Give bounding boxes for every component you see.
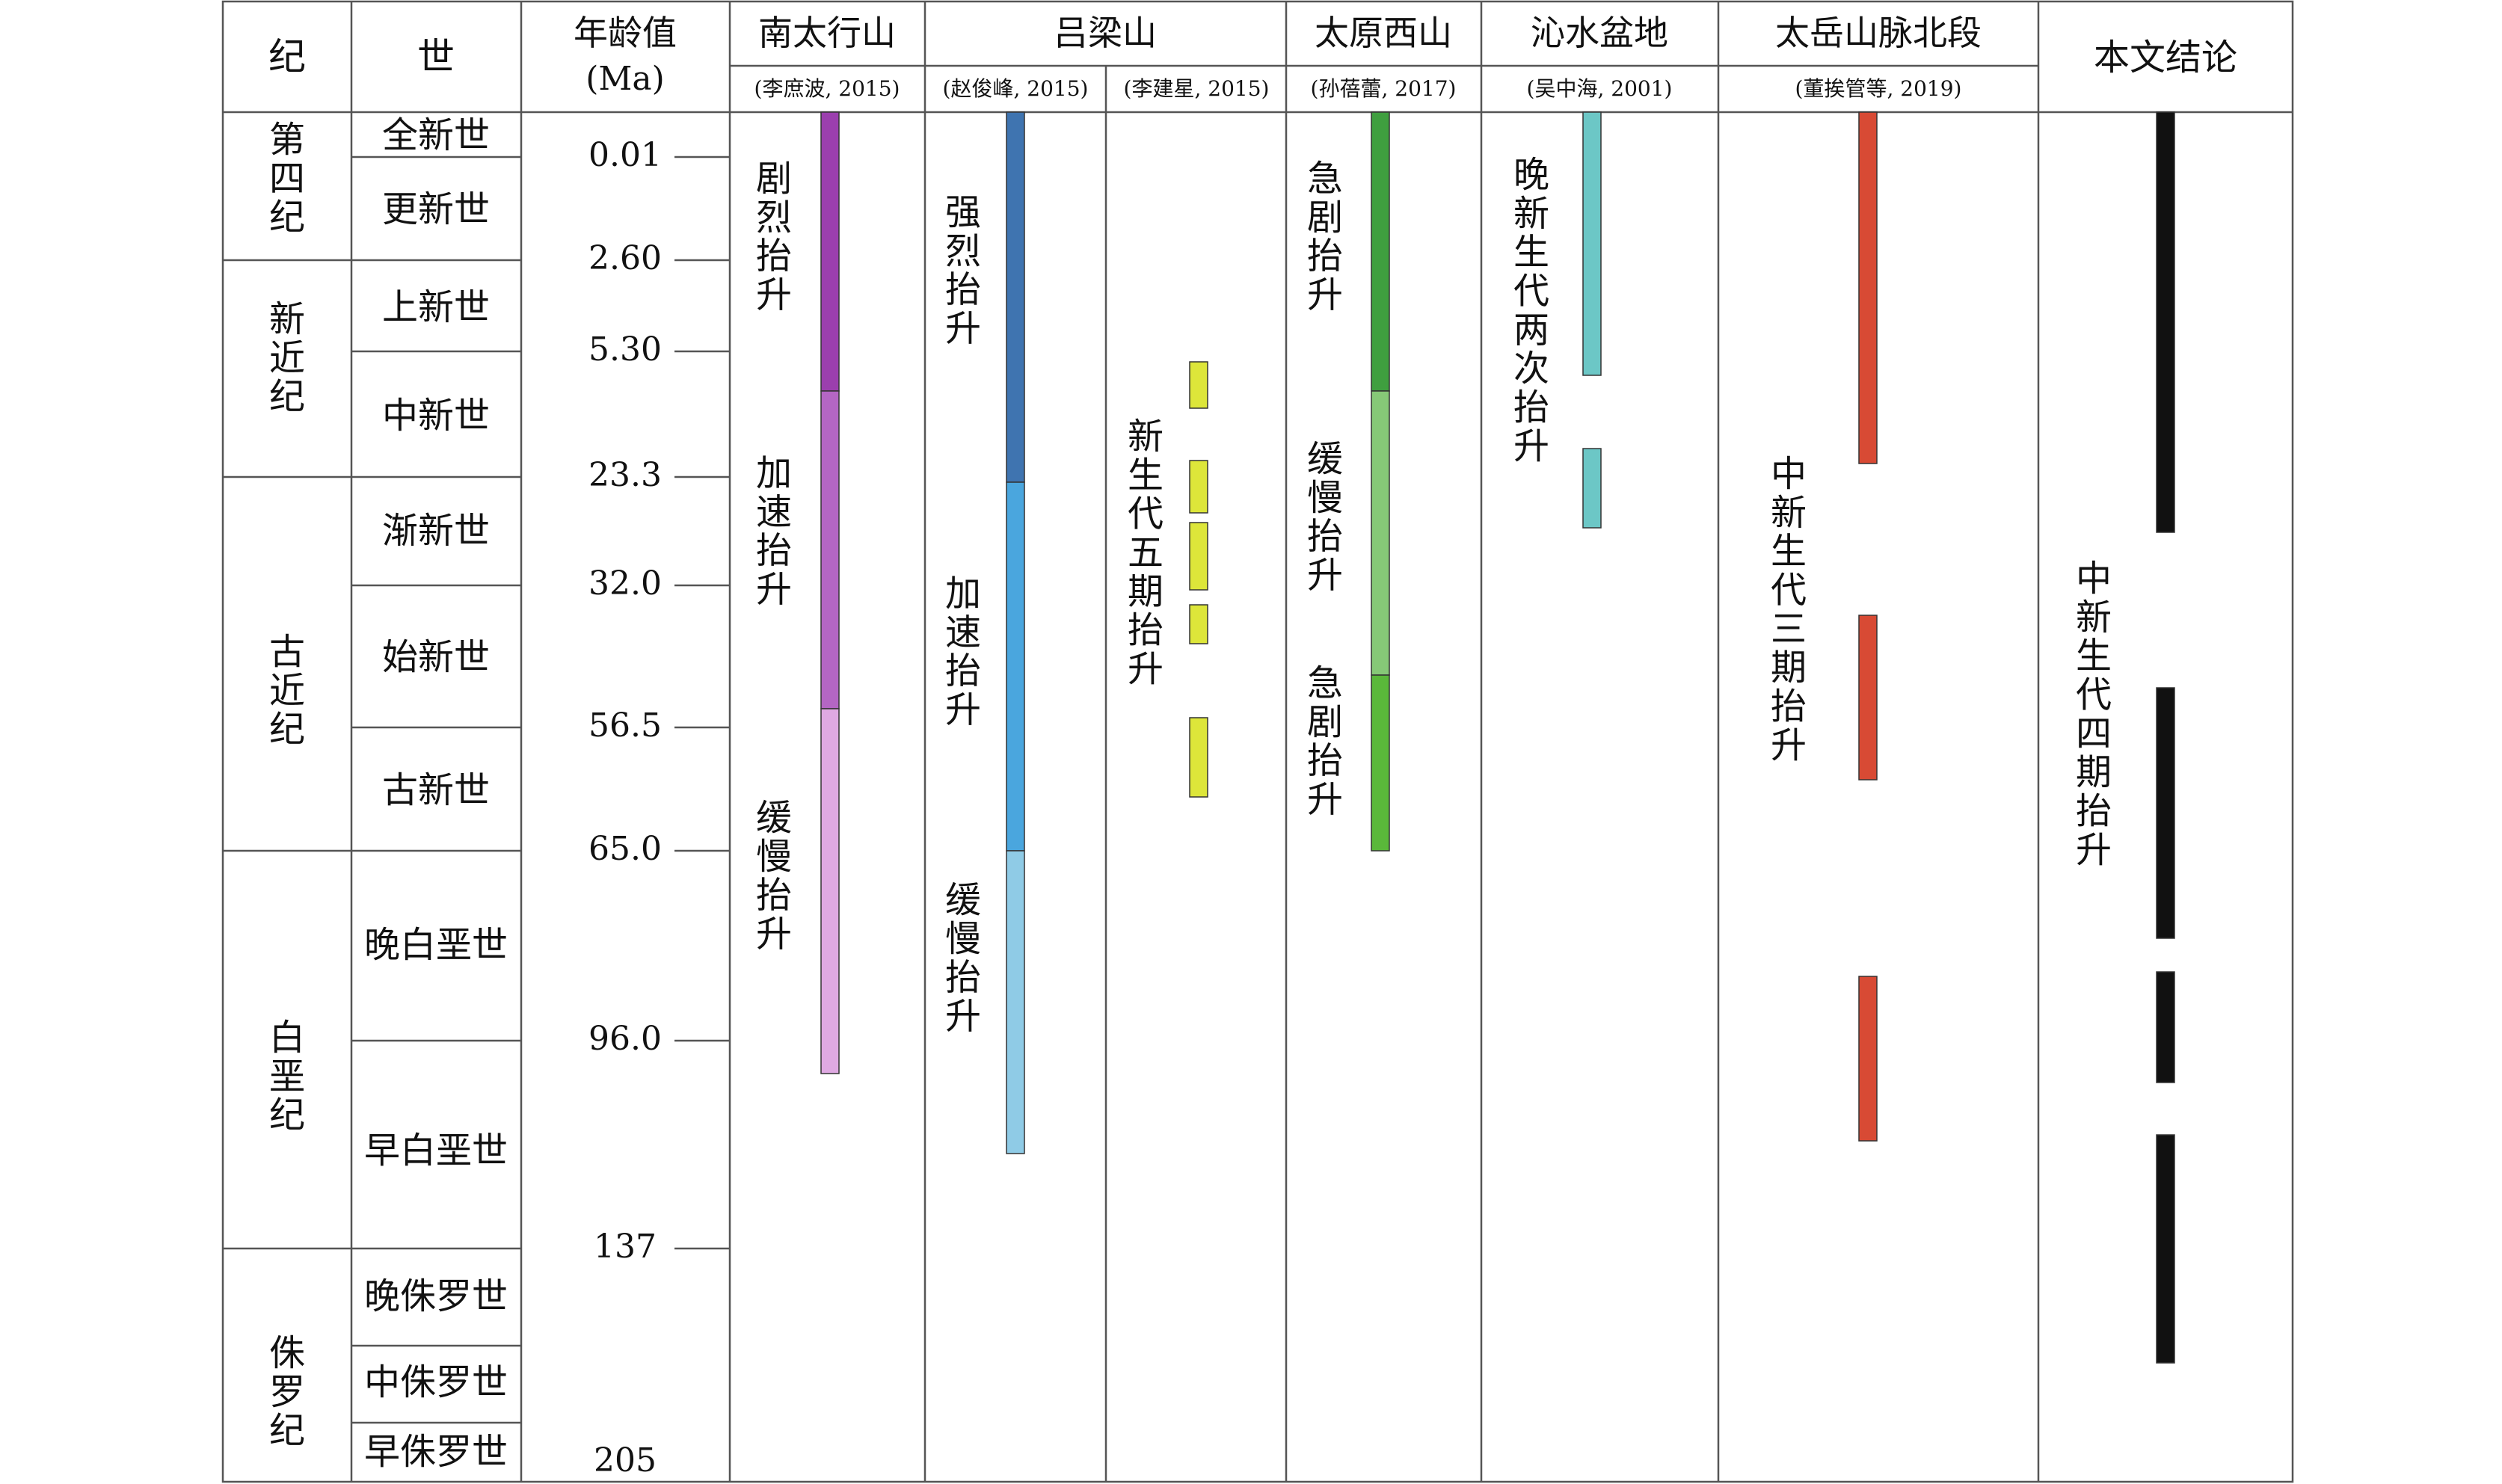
region-name: 南太行山 <box>758 13 896 53</box>
age-value: 65.0 <box>588 830 662 868</box>
uplift-bar-conclusion <box>2156 1134 2175 1364</box>
age-value: 32.0 <box>588 564 662 603</box>
age-value: 56.5 <box>588 706 662 745</box>
uplift-bar-south-taihang-accelerated <box>820 390 840 709</box>
epoch-label: 更新世 <box>382 188 490 230</box>
uplift-bar-sun-slow <box>1371 390 1390 676</box>
header-conclusion: 本文结论 <box>2094 37 2237 78</box>
uplift-bar-zhao-slow <box>1006 850 1025 1154</box>
uplift-bar-wu <box>1582 111 1602 376</box>
uplift-label: 缓慢抬升 <box>945 879 981 1038</box>
region-name: 太岳山脉北段 <box>1775 13 1982 53</box>
uplift-label: 晚新生代两次抬升 <box>1513 154 1549 467</box>
table-frame <box>221 0 2294 1483</box>
uplift-bar-li-jx <box>1189 460 1208 514</box>
uplift-bar-li-jx <box>1189 522 1208 591</box>
epoch-label: 上新世 <box>382 286 490 328</box>
uplift-bar-south-taihang-violent <box>820 111 840 392</box>
epoch-label: 晚侏罗世 <box>364 1275 508 1317</box>
epoch-label: 古新世 <box>382 769 490 811</box>
period-label: 第四纪 <box>269 119 305 238</box>
uplift-label: 加速抬升 <box>756 452 792 611</box>
uplift-label: 急剧抬升 <box>1307 158 1343 316</box>
header-epoch: 世 <box>417 35 455 78</box>
region-name: 吕梁山 <box>1054 13 1157 53</box>
age-value: 137 <box>594 1228 657 1266</box>
region-ref: (李庶波, 2015) <box>754 76 900 101</box>
region-name: 太原西山 <box>1315 13 1452 53</box>
age-value: 5.30 <box>588 330 662 369</box>
header: 纪 世 年龄值 (Ma) 南太行山 (李庶波, 2015) 吕梁山 (赵俊峰, … <box>268 13 2237 101</box>
uplift-bar-wu <box>1582 448 1602 529</box>
uplift-bar-dong <box>1858 111 1878 464</box>
age-value: 0.01 <box>588 136 662 174</box>
uplift-bar-dong <box>1858 976 1878 1142</box>
uplift-bar-li-jx <box>1189 717 1208 798</box>
age-value: 23.3 <box>588 456 662 494</box>
epoch-label: 渐新世 <box>382 510 490 552</box>
period-label: 侏罗纪 <box>269 1332 305 1452</box>
uplift-label: 缓慢抬升 <box>756 797 792 955</box>
uplift-labels: 剧烈抬升 加速抬升 缓慢抬升 强烈抬升 加速抬升 缓慢抬升 新生代五期抬升 急剧… <box>756 154 2112 1038</box>
uplift-bar-conclusion <box>2156 111 2175 533</box>
period-label: 新近纪 <box>269 298 305 418</box>
age-value: 96.0 <box>588 1020 662 1058</box>
epoch-column: 全新世 更新世 上新世 中新世 渐新世 始新世 古新世 晚白垩世 早白垩世 晚侏… <box>364 114 508 1473</box>
epoch-label: 中侏罗世 <box>364 1361 508 1403</box>
uplift-bar-li-jx <box>1189 604 1208 644</box>
epoch-label: 始新世 <box>382 636 490 678</box>
uplift-bars <box>820 111 2175 1364</box>
period-label: 白垩纪 <box>269 1017 305 1136</box>
region-ref: (孙蓓蕾, 2017) <box>1311 76 1457 101</box>
epoch-label: 早白垩世 <box>364 1130 508 1172</box>
age-column: 0.01 2.60 5.30 23.3 32.0 56.5 65.0 96.0 … <box>588 136 662 1480</box>
epoch-label: 全新世 <box>382 114 490 156</box>
uplift-bar-zhao-strong <box>1006 111 1025 483</box>
epoch-label: 中新世 <box>382 395 490 437</box>
uplift-bar-li-jx <box>1189 361 1208 409</box>
uplift-bar-conclusion <box>2156 971 2175 1083</box>
uplift-label: 加速抬升 <box>945 573 981 731</box>
age-value: 2.60 <box>588 239 662 277</box>
region-ref: (李建星, 2015) <box>1124 76 1270 101</box>
uplift-label: 中新生代三期抬升 <box>1771 453 1807 766</box>
uplift-bar-conclusion <box>2156 687 2175 939</box>
header-age-unit: (Ma) <box>585 60 665 98</box>
uplift-label: 缓慢抬升 <box>1307 438 1343 597</box>
outer-border <box>221 0 2294 1483</box>
uplift-label: 急剧抬升 <box>1307 662 1343 821</box>
uplift-bar-sun-rapid <box>1371 111 1390 392</box>
uplift-label: 新生代五期抬升 <box>1128 416 1164 690</box>
uplift-bar-south-taihang-slow <box>820 708 840 1074</box>
epoch-label: 晚白垩世 <box>364 924 508 966</box>
age-value: 205 <box>594 1441 657 1480</box>
uplift-label: 剧烈抬升 <box>756 158 792 316</box>
region-ref: (吴中海, 2001) <box>1527 76 1673 101</box>
region-ref: (赵俊峰, 2015) <box>943 76 1089 101</box>
uplift-bar-zhao-accelerated <box>1006 481 1025 852</box>
uplift-bar-dong <box>1858 615 1878 781</box>
uplift-label: 强烈抬升 <box>945 191 981 350</box>
header-period: 纪 <box>268 35 306 78</box>
header-age-title: 年龄值 <box>574 13 677 53</box>
region-name: 沁水盆地 <box>1531 13 1668 53</box>
uplift-bar-sun-rapid-early <box>1371 674 1390 852</box>
period-label: 古近纪 <box>269 631 305 751</box>
period-column: 第四纪 新近纪 古近纪 白垩纪 侏罗纪 <box>269 119 305 1452</box>
epoch-label: 早侏罗世 <box>364 1431 508 1473</box>
region-ref: (董挨管等, 2019) <box>1795 76 1962 101</box>
uplift-label: 中新生代四期抬升 <box>2076 558 2112 871</box>
